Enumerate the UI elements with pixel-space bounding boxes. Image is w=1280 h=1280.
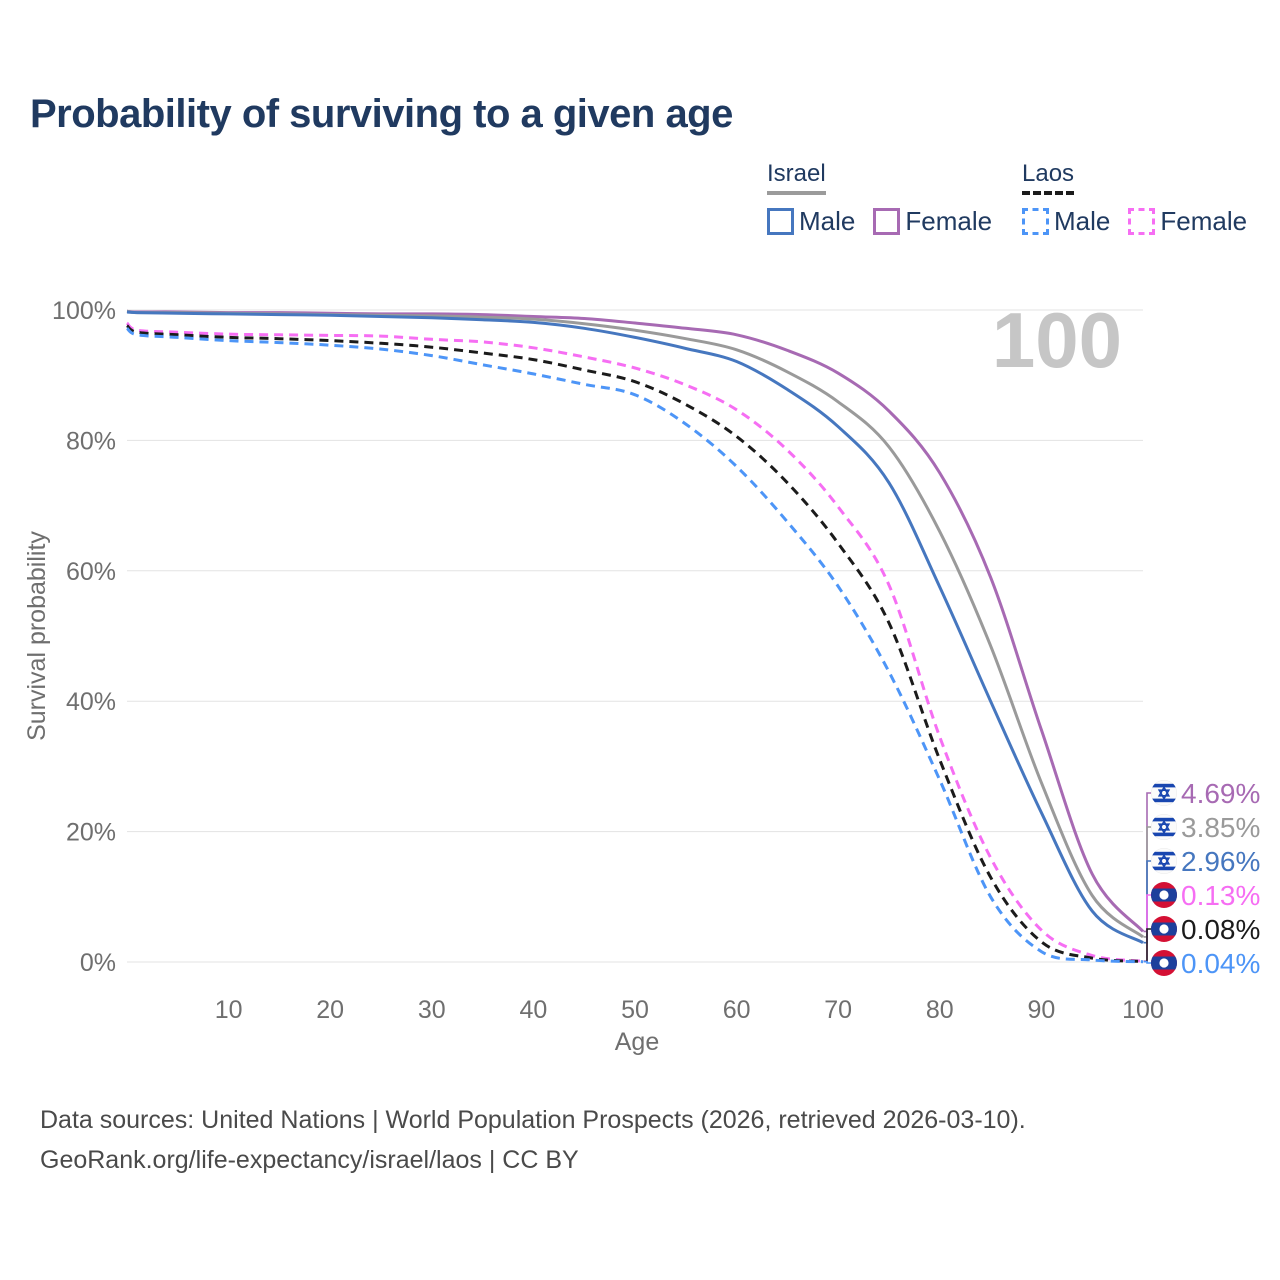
end-value-label: 2.96% bbox=[1181, 846, 1260, 877]
end-label-laos-male: 0.04% bbox=[1151, 948, 1260, 979]
x-tick-label: 50 bbox=[621, 996, 649, 1024]
series-line-israel-both-sexes bbox=[126, 309, 1144, 939]
x-tick-label: 40 bbox=[519, 996, 547, 1024]
legend-swatch-israel-female-icon[interactable] bbox=[873, 208, 901, 235]
end-value-label: 0.04% bbox=[1181, 948, 1260, 979]
page-title: Probability of surviving to a given age bbox=[30, 92, 733, 136]
y-tick-label: 40% bbox=[66, 688, 116, 716]
x-tick-label: 90 bbox=[1027, 996, 1055, 1024]
legend-item-israel-male[interactable]: Male bbox=[767, 206, 855, 237]
legend-country-israel: Israel bbox=[767, 160, 826, 195]
attribution-line: GeoRank.org/life-expectancy/israel/laos … bbox=[40, 1146, 579, 1174]
legend-label-israel-male: Male bbox=[799, 206, 856, 236]
x-tick-label: 100 bbox=[1122, 996, 1164, 1024]
end-label-laos-female: 0.13% bbox=[1151, 880, 1260, 911]
end-label-israel-both-sexes: 3.85% bbox=[1151, 812, 1260, 843]
y-tick-label: 100% bbox=[52, 297, 116, 325]
end-value-label: 3.85% bbox=[1181, 812, 1260, 843]
x-tick-label: 60 bbox=[723, 996, 751, 1024]
laos-flag-icon bbox=[1151, 916, 1177, 942]
y-tick-label: 60% bbox=[66, 558, 116, 586]
legend-swatch-laos-male-icon[interactable] bbox=[1022, 208, 1049, 235]
x-tick-label: 30 bbox=[418, 996, 446, 1024]
end-label-israel-male: 2.96% bbox=[1151, 846, 1260, 877]
israel-flag-icon bbox=[1151, 780, 1177, 806]
y-tick-label: 20% bbox=[66, 819, 116, 847]
legend-label-laos-male: Male bbox=[1054, 206, 1111, 236]
y-tick-label: 0% bbox=[80, 949, 116, 977]
legend-item-laos-male[interactable]: Male bbox=[1022, 206, 1110, 237]
x-tick-label: 10 bbox=[215, 996, 243, 1024]
israel-flag-icon bbox=[1151, 848, 1177, 874]
x-axis-title: Age bbox=[615, 1028, 659, 1056]
legend-swatch-israel-male-icon[interactable] bbox=[767, 208, 794, 235]
legend-label-israel-female: Female bbox=[905, 206, 993, 236]
data-sources-line: Data sources: United Nations | World Pop… bbox=[40, 1106, 1026, 1134]
end-value-label: 0.08% bbox=[1181, 914, 1260, 945]
x-tick-label: 20 bbox=[316, 996, 344, 1024]
legend-label-laos-female: Female bbox=[1160, 206, 1248, 236]
israel-flag-icon bbox=[1151, 814, 1177, 840]
series-line-israel-female bbox=[126, 309, 1145, 933]
laos-flag-icon bbox=[1151, 882, 1177, 908]
series-line-laos-both-sexes bbox=[125, 324, 1144, 963]
y-tick-label: 80% bbox=[66, 427, 116, 455]
legend-group-laos: Laos Male Female bbox=[1022, 160, 1247, 237]
series-line-israel-male bbox=[126, 310, 1144, 945]
end-value-label: 4.69% bbox=[1181, 778, 1260, 809]
legend-swatch-laos-female-icon[interactable] bbox=[1128, 208, 1156, 235]
legend-group-israel: Israel Male Female bbox=[767, 160, 992, 237]
legend-country-laos: Laos bbox=[1022, 160, 1075, 195]
legend-item-laos-female[interactable]: Female bbox=[1128, 206, 1247, 237]
legend-row-israel: Male Female bbox=[767, 206, 992, 237]
legend-row-laos: Male Female bbox=[1022, 206, 1247, 237]
y-axis-title: Survival probability bbox=[23, 531, 51, 741]
end-value-label: 0.13% bbox=[1181, 880, 1260, 911]
x-tick-label: 70 bbox=[824, 996, 852, 1024]
chart-footer: Data sources: United Nations | World Pop… bbox=[40, 1100, 1026, 1180]
age-watermark: 100 bbox=[992, 296, 1122, 384]
legend-item-israel-female[interactable]: Female bbox=[873, 206, 992, 237]
end-label-laos-both-sexes: 0.08% bbox=[1151, 914, 1260, 945]
x-tick-label: 80 bbox=[926, 996, 954, 1024]
leader-line bbox=[1143, 960, 1152, 964]
laos-flag-icon bbox=[1151, 950, 1177, 976]
leader-line bbox=[1143, 928, 1152, 963]
end-label-israel-female: 4.69% bbox=[1151, 778, 1260, 809]
